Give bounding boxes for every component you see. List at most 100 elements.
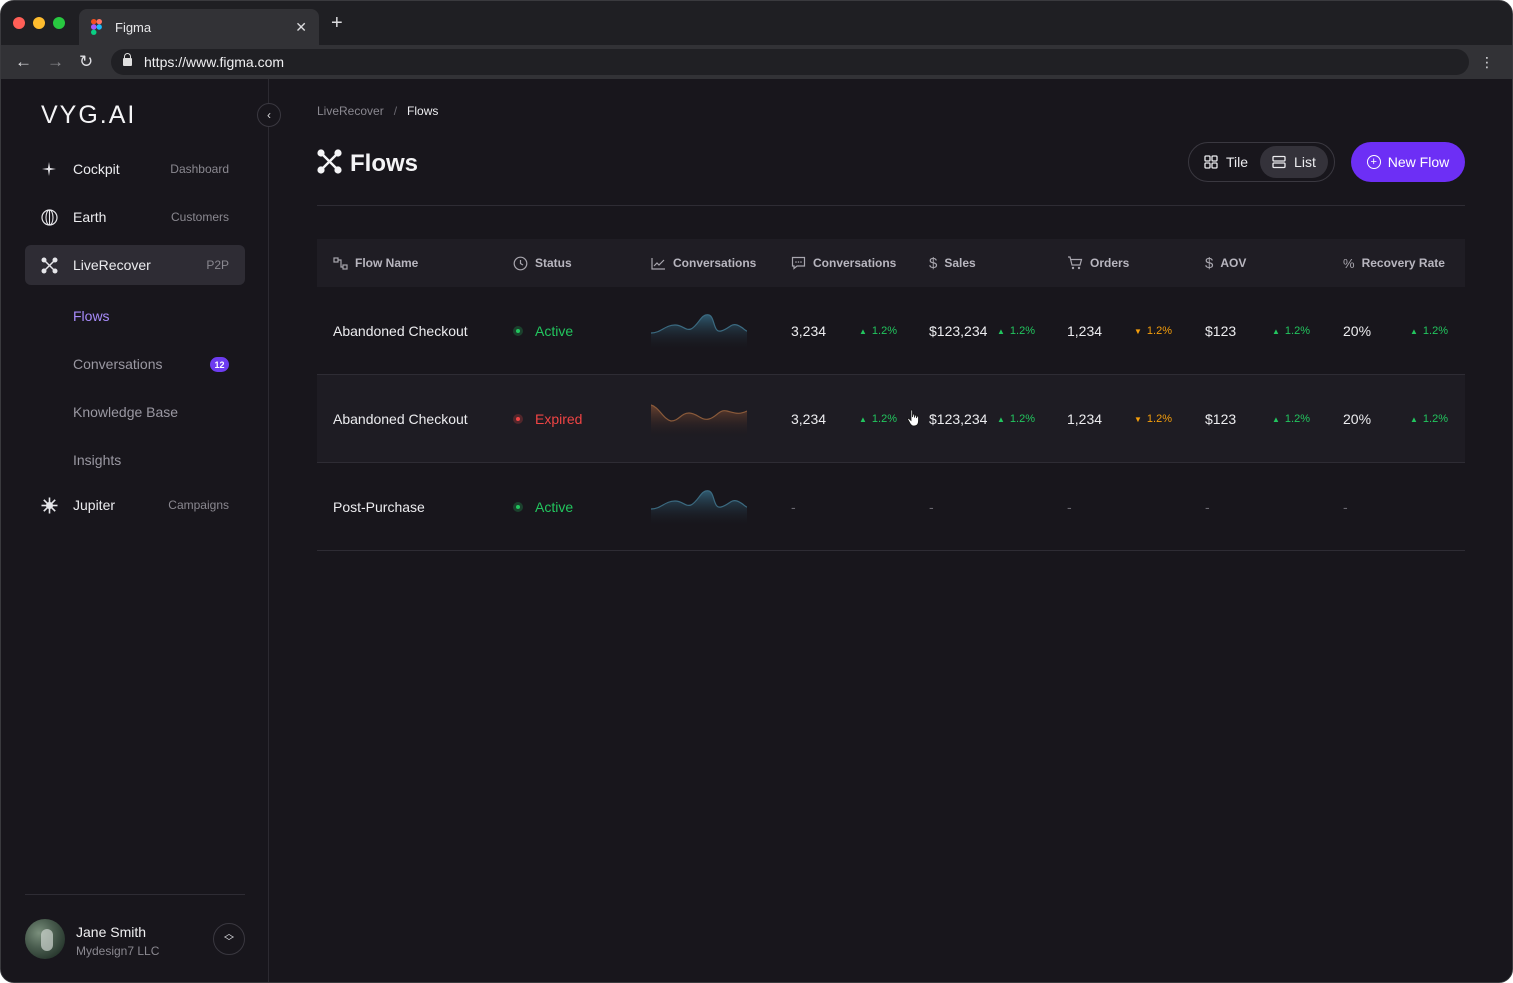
grid-icon	[1204, 155, 1218, 169]
status-dot-icon	[513, 502, 523, 512]
close-tab-icon[interactable]: ✕	[295, 18, 307, 35]
conversations-count-badge: 12	[210, 357, 229, 372]
table-row[interactable]: Abandoned Checkout Active 3,234 ▲ 1.2% $1…	[317, 287, 1465, 375]
minimize-window-button[interactable]	[33, 17, 45, 29]
nav-item-cockpit[interactable]: Cockpit Dashboard	[25, 149, 245, 189]
sales-value: -	[929, 499, 934, 515]
browser-tab[interactable]: Figma ✕	[79, 9, 319, 45]
recovery-delta: ▲ 1.2%	[1410, 287, 1448, 375]
table-row[interactable]: Abandoned Checkout Expired 3,234 ▲ 1.2% $…	[317, 375, 1465, 463]
column-label: AOV	[1220, 256, 1247, 270]
maximize-window-button[interactable]	[53, 17, 65, 29]
reload-icon[interactable]: ↻	[79, 52, 94, 71]
trend-up-icon: ▲	[1272, 326, 1280, 336]
new-tab-icon[interactable]: +	[331, 12, 343, 34]
forward-arrow-icon[interactable]: →	[47, 52, 64, 71]
close-window-button[interactable]	[13, 17, 25, 29]
column-header-sales[interactable]: $ Sales	[929, 239, 976, 287]
column-label: Conversations	[673, 256, 757, 270]
browser-toolbar: ← → ↻ https://www.figma.com ⋮	[1, 45, 1512, 79]
starburst-icon	[39, 495, 59, 515]
lock-icon	[123, 53, 132, 66]
header-divider	[317, 205, 1465, 206]
plus-circle-icon: +	[1366, 155, 1381, 169]
subnav-item-flows[interactable]: Flows	[73, 308, 110, 324]
nav-item-hint: Customers	[170, 210, 229, 224]
flow-name: Abandoned Checkout	[333, 411, 468, 427]
chat-icon	[791, 256, 806, 270]
column-header-flow-name[interactable]: Flow Name	[333, 239, 418, 287]
breadcrumb-parent[interactable]: LiveRecover	[317, 104, 384, 118]
nav-item-jupiter[interactable]: Jupiter Campaigns	[25, 485, 245, 525]
address-bar[interactable]: https://www.figma.com	[111, 49, 1469, 75]
cart-icon	[1067, 256, 1083, 270]
list-icon	[1272, 155, 1286, 169]
list-view-button[interactable]: List	[1260, 146, 1328, 178]
aov-value: $123	[1205, 411, 1237, 427]
nodes-icon	[39, 255, 59, 275]
collapse-sidebar-button[interactable]: ‹	[257, 103, 281, 127]
delta-value: 1.2%	[1009, 325, 1035, 337]
trend-up-icon: ▲	[1410, 414, 1418, 424]
nav-item-liverecover[interactable]: LiveRecover P2P	[25, 245, 245, 285]
subnav-item-knowledge-base[interactable]: Knowledge Base	[73, 404, 179, 420]
orders-value: 1,234	[1067, 411, 1103, 427]
subnav-item-insights[interactable]: Insights	[73, 452, 122, 468]
main-content: LiveRecover / Flows Flows Tile	[269, 79, 1512, 982]
delta-value: 1.2%	[871, 413, 897, 425]
aov-value: $123	[1205, 323, 1237, 339]
conversations-value: -	[791, 499, 796, 515]
hand-cursor-icon	[907, 409, 921, 432]
status-dot-icon	[513, 414, 523, 424]
tile-view-button[interactable]: Tile	[1192, 146, 1260, 178]
url-text: https://www.figma.com	[144, 54, 285, 70]
table-row[interactable]: Post-Purchase Active - - - -	[317, 463, 1465, 551]
orders-value: 1,234	[1067, 323, 1103, 339]
delta-value: 1.2%	[1422, 325, 1448, 337]
nav-item-label: Earth	[73, 209, 107, 225]
logo: VYG.AI	[41, 101, 137, 129]
column-header-conversations[interactable]: Conversations	[791, 239, 896, 287]
delta-value: 1.2%	[1146, 413, 1172, 425]
sidebar-divider	[25, 894, 245, 895]
column-header-recovery-rate[interactable]: % Recovery Rate	[1343, 239, 1445, 287]
nav-item-earth[interactable]: Earth Customers	[25, 197, 245, 237]
account-switcher-button[interactable]: ︿ ﹀	[213, 923, 245, 955]
nav-item-label: LiveRecover	[73, 257, 151, 273]
trend-up-icon: ▲	[1272, 414, 1280, 424]
status-dot-icon	[513, 326, 523, 336]
delta-value: 1.2%	[1146, 325, 1172, 337]
back-arrow-icon[interactable]: ←	[15, 52, 32, 71]
trend-up-icon: ▲	[1410, 326, 1418, 336]
sparkle-icon	[39, 159, 59, 179]
status-badge: Expired	[513, 411, 582, 427]
chevron-down-icon: ﹀	[224, 937, 234, 948]
avatar[interactable]	[25, 919, 65, 959]
dollar-icon: $	[929, 254, 938, 272]
aov-delta: ▲ 1.2%	[1272, 287, 1310, 375]
column-header-aov[interactable]: $ AOV	[1205, 239, 1246, 287]
nav-item-hint: Campaigns	[168, 498, 229, 512]
column-label: Sales	[944, 256, 976, 270]
sparkline	[651, 463, 747, 551]
tab-title: Figma	[115, 19, 152, 35]
column-header-status[interactable]: Status	[513, 239, 572, 287]
breadcrumb: LiveRecover / Flows	[317, 104, 438, 118]
trend-down-icon: ▼	[1134, 414, 1142, 424]
recovery-delta: ▲ 1.2%	[1410, 375, 1448, 463]
status-text: Expired	[535, 411, 583, 427]
subnav-item-conversations[interactable]: Conversations	[73, 356, 163, 372]
globe-icon	[39, 207, 59, 227]
column-label: Flow Name	[355, 256, 419, 270]
new-flow-button[interactable]: + New Flow	[1351, 142, 1465, 182]
sparkline	[651, 375, 747, 463]
chevron-up-icon: ︿	[224, 929, 234, 940]
status-cell: Expired	[513, 375, 582, 463]
column-header-conversations-trend[interactable]: Conversations	[651, 239, 756, 287]
browser-menu-icon[interactable]: ⋮	[1480, 54, 1494, 70]
percent-icon: %	[1343, 255, 1355, 271]
column-header-orders[interactable]: Orders	[1067, 239, 1129, 287]
browser-tabbar: Figma ✕ +	[1, 1, 1512, 45]
column-label: Orders	[1090, 256, 1130, 270]
